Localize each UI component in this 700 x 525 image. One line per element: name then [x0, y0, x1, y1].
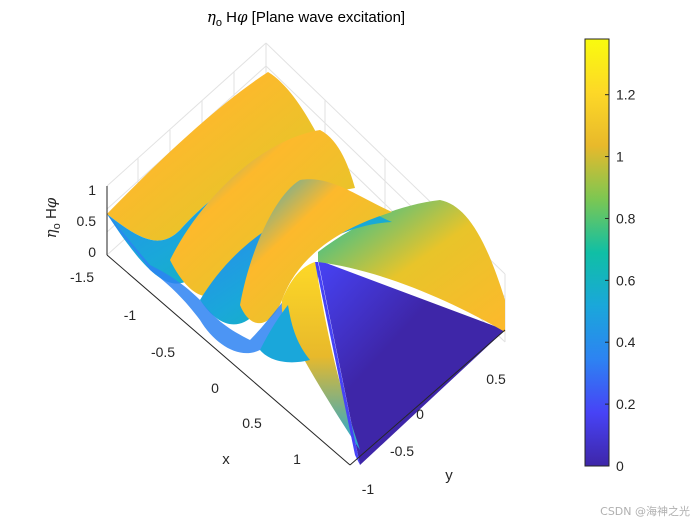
z-tick-label: 0 — [88, 244, 96, 260]
colorbar-tick-label: 0.4 — [616, 334, 636, 350]
watermark: CSDN @海神之光 — [600, 505, 690, 518]
grid-line — [106, 42, 267, 187]
y-axis-label: y — [445, 467, 453, 484]
z-tick-label: 1 — [88, 182, 96, 198]
colorbar-tick-label: 0.8 — [616, 210, 636, 226]
y-tick-label: -0.5 — [390, 443, 414, 459]
y-tick-label: 0 — [416, 406, 424, 422]
chart-title: ηo Hφ [Plane wave excitation] — [207, 8, 405, 29]
colorbar-bar — [584, 38, 610, 467]
x-tick-label: 0 — [211, 380, 219, 396]
z-tick-label: 0.5 — [77, 213, 97, 229]
y-axis-line — [349, 329, 506, 466]
y-tick-label: 0.5 — [486, 371, 506, 387]
axis-lines — [106, 186, 506, 466]
x-axis-line — [106, 254, 351, 466]
z-ticks: 0 0.5 1 — [77, 182, 97, 260]
x-tick-label: 1 — [293, 451, 301, 467]
colorbar: 0 0.2 0.4 0.6 0.8 1 1.2 — [584, 38, 636, 474]
colorbar-tick-label: 1.2 — [616, 87, 636, 103]
colorbar-ticks: 0 0.2 0.4 0.6 0.8 1 1.2 — [605, 87, 636, 474]
x-axis-label: x — [222, 451, 230, 468]
surface-ridge-3 — [240, 179, 392, 324]
z-axis-label: ηo Hφ — [42, 197, 63, 238]
colorbar-tick-label: 0.6 — [616, 272, 636, 288]
surface-ridge-1 — [107, 72, 320, 241]
x-tick-label: -0.5 — [151, 344, 175, 360]
surface-front-edge — [315, 262, 360, 465]
x-ticks: -1.5 -1 -0.5 0 0.5 1 — [70, 269, 301, 467]
y-ticks: -1 -0.5 0 0.5 — [362, 371, 506, 497]
colorbar-tick-label: 1 — [616, 149, 624, 165]
surface-spike — [281, 262, 360, 450]
surface-floor — [318, 260, 505, 465]
x-tick-label: -1.5 — [70, 269, 94, 285]
colorbar-tick-label: 0.2 — [616, 396, 636, 412]
x-tick-label: 0.5 — [242, 415, 262, 431]
surface-spike-left — [260, 305, 310, 363]
surface-plot — [107, 72, 505, 465]
colorbar-tick-label: 0 — [616, 458, 624, 474]
y-tick-label: -1 — [362, 481, 375, 497]
x-tick-label: -1 — [124, 307, 137, 323]
surface-plateau — [318, 200, 505, 332]
surface-ridge-2 — [170, 130, 355, 297]
